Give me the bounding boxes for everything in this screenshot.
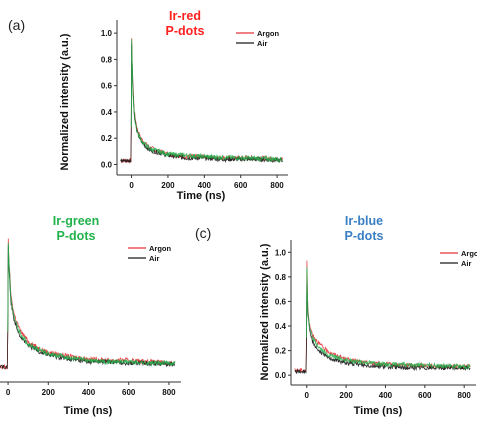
- legend-label: Argon: [257, 29, 279, 38]
- x-tick-label: 400: [198, 181, 212, 190]
- panel-label: (a): [8, 17, 25, 33]
- y-tick-label: 0.2: [101, 134, 113, 143]
- x-tick-label: 600: [234, 181, 248, 190]
- x-tick-label: 200: [161, 181, 175, 190]
- y-tick-label: 0.4: [101, 108, 113, 117]
- chart-title-line: Ir-red: [169, 9, 201, 23]
- chart-title-line: P-dots: [57, 229, 96, 243]
- y-tick-label: 0.6: [101, 82, 113, 91]
- y-axis-label: Normalized intensity (a.u.): [59, 33, 71, 170]
- x-tick-label: 600: [122, 388, 136, 397]
- x-tick-label: 0: [129, 181, 134, 190]
- x-tick-label: 800: [270, 181, 284, 190]
- legend-label: Air: [257, 39, 268, 48]
- chart-title-line: Ir-blue: [345, 214, 383, 228]
- series-line-air: [0, 246, 175, 369]
- chart-title-line: Ir-green: [53, 214, 100, 228]
- x-tick-label: 200: [42, 388, 56, 397]
- y-tick-label: 1.0: [275, 248, 287, 257]
- x-axis-label: Time (ns): [177, 190, 226, 202]
- legend-label: Argon: [149, 244, 171, 253]
- y-tick-label: 0.8: [101, 55, 113, 64]
- legend-label: Air: [149, 254, 160, 263]
- chart-title-line: P-dots: [345, 229, 384, 243]
- x-axis-label: Time (ns): [354, 405, 403, 417]
- x-axis-label: Time (ns): [64, 405, 113, 417]
- x-tick-label: 0: [305, 391, 310, 400]
- x-tick-label: 400: [82, 388, 96, 397]
- legend-label: Air: [461, 259, 472, 268]
- x-tick-label: 0: [6, 388, 11, 397]
- x-tick-label: 600: [418, 391, 432, 400]
- y-tick-label: 0.6: [275, 297, 287, 306]
- x-tick-label: 800: [458, 391, 472, 400]
- y-tick-label: 0.2: [275, 347, 287, 356]
- series-line-air: [121, 44, 283, 163]
- y-tick-label: 1.0: [101, 29, 113, 38]
- panel-label: (c): [195, 225, 211, 241]
- x-tick-label: 200: [339, 391, 353, 400]
- y-axis-label: Normalized intensity (a.u.): [259, 243, 271, 380]
- x-tick-label: 400: [379, 391, 393, 400]
- y-tick-label: 0.0: [275, 371, 287, 380]
- series-line-air: [295, 284, 470, 373]
- series-line-argon: [295, 261, 470, 372]
- legend-label: Argon: [461, 249, 477, 258]
- y-tick-label: 0.8: [275, 273, 287, 282]
- chart-title-line: P-dots: [166, 24, 205, 38]
- y-tick-label: 0.4: [275, 322, 287, 331]
- series-line-unlabeled: [131, 39, 282, 161]
- x-tick-label: 800: [162, 388, 176, 397]
- y-tick-label: 0.0: [101, 160, 113, 169]
